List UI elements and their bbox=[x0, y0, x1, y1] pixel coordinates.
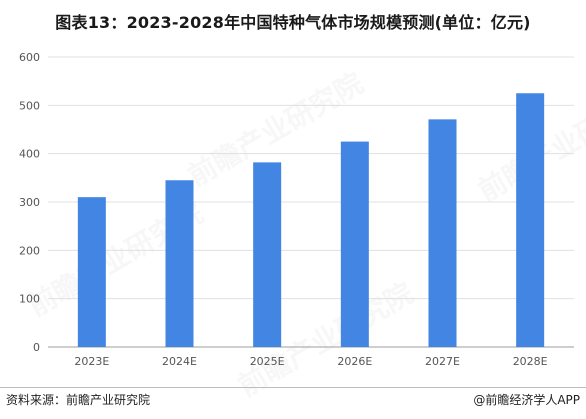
bar-2027E bbox=[428, 119, 457, 347]
bar-2025E bbox=[253, 162, 282, 347]
source-note: 资料来源：前瞻产业研究院 bbox=[6, 393, 151, 407]
bar-2024E bbox=[165, 180, 194, 347]
x-tick-label: 2023E bbox=[74, 355, 109, 368]
y-tick-label: 400 bbox=[19, 148, 40, 161]
y-tick-label: 500 bbox=[19, 99, 40, 112]
footer-divider bbox=[0, 387, 586, 388]
y-tick-label: 600 bbox=[19, 51, 40, 64]
y-tick-label: 200 bbox=[19, 244, 40, 257]
x-tick-label: 2024E bbox=[162, 355, 197, 368]
brand-credit: @前瞻经济学人APP bbox=[473, 393, 580, 407]
bar-2028E bbox=[516, 93, 545, 347]
bar-chart: 0 100 200 300 400 500 600 2023E 2024E 2025E 2026E 2… bbox=[19, 51, 574, 368]
x-tick-label: 2026E bbox=[337, 355, 372, 368]
x-tick-label: 2028E bbox=[513, 355, 548, 368]
y-tick-label: 300 bbox=[19, 196, 40, 209]
chart-title: 图表13：2023-2028年中国特种气体市场规模预测(单位：亿元) bbox=[55, 13, 531, 32]
bar-2023E bbox=[77, 197, 106, 347]
y-tick-label: 100 bbox=[19, 293, 40, 306]
x-tick-label: 2025E bbox=[250, 355, 285, 368]
y-tick-label: 0 bbox=[33, 341, 40, 354]
bar-2026E bbox=[340, 141, 369, 347]
x-tick-label: 2027E bbox=[425, 355, 460, 368]
